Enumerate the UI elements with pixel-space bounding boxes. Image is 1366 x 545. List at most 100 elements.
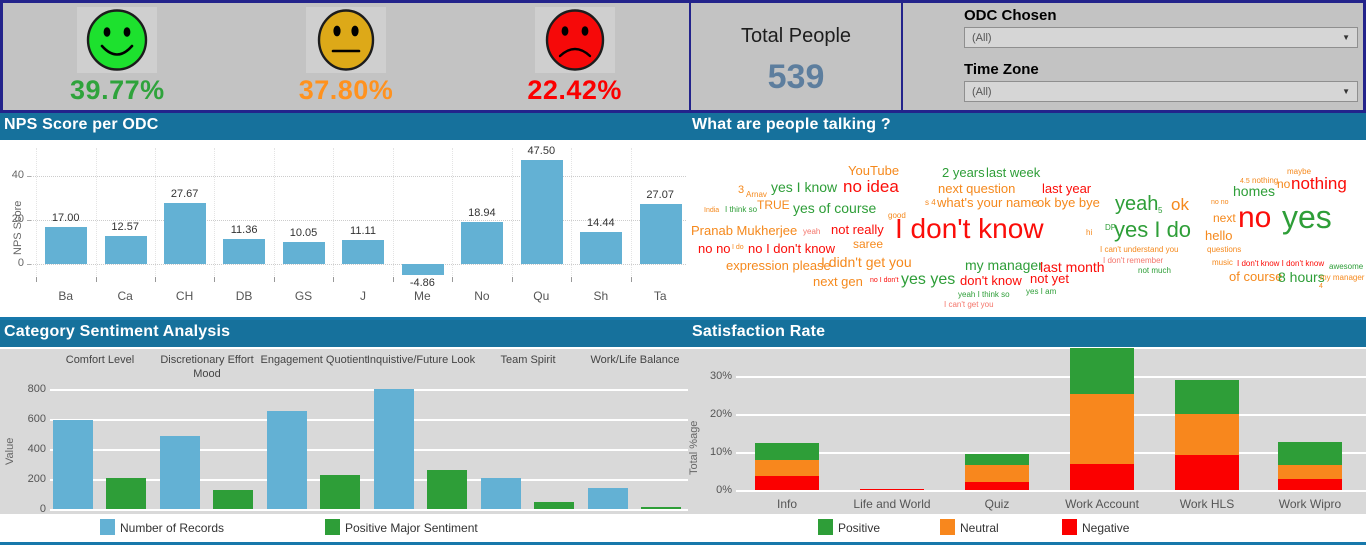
records-bar-3[interactable]: [267, 410, 307, 510]
legend-swatch[interactable]: [818, 519, 833, 535]
word-cloud: YouTube 2 years last week next question last…: [688, 140, 1366, 317]
nps-bar-DB[interactable]: [223, 239, 266, 264]
nps-bar-CH[interactable]: [163, 203, 206, 264]
nps-bar-Ca[interactable]: [104, 236, 147, 264]
positive-sentiment-bar-3[interactable]: [320, 475, 360, 510]
gridline-horizontal: [736, 490, 1366, 492]
positive-sentiment-bar-5[interactable]: [534, 501, 574, 509]
negative-segment-4[interactable]: [1070, 464, 1134, 490]
nps-bar-GS[interactable]: [282, 241, 325, 264]
bar-value-label: 10.05: [289, 226, 318, 239]
category-panel-title: Category Sentiment Analysis: [0, 320, 688, 347]
gridline-horizontal: [50, 509, 688, 511]
odc-chosen-dropdown[interactable]: (All) ▼: [964, 27, 1358, 48]
legend-swatch[interactable]: [325, 519, 340, 535]
positive-segment-1[interactable]: [755, 443, 819, 461]
nps-bar-J[interactable]: [342, 239, 385, 264]
odc-chosen-value: (All): [972, 31, 992, 44]
cloud-word: yes: [1282, 199, 1332, 235]
cloud-word: yes I do: [1114, 217, 1192, 242]
neutral-segment-6[interactable]: [1278, 464, 1342, 479]
negative-segment-6[interactable]: [1278, 478, 1342, 490]
negative-sentiment-kpi: 22.42%: [485, 7, 665, 106]
cloud-word: India: [704, 207, 720, 214]
legend-label[interactable]: Negative: [1082, 521, 1130, 535]
bar-value-label: 14.44: [587, 217, 615, 230]
nps-bar-Ba[interactable]: [45, 226, 87, 264]
legend-label[interactable]: Number of Records: [120, 521, 225, 535]
legend-swatch[interactable]: [1062, 519, 1077, 535]
y-tick-label: 400: [27, 443, 46, 455]
records-bar-4[interactable]: [374, 389, 414, 509]
chevron-down-icon: ▼: [1342, 33, 1350, 42]
cloud-word: good: [888, 211, 906, 220]
positive-sentiment-bar-2[interactable]: [213, 490, 253, 510]
x-tick-mark: [511, 277, 513, 282]
negative-segment-2[interactable]: [860, 488, 924, 490]
positive-percentage: 39.77%: [70, 75, 165, 105]
cloud-word: yeah: [1115, 193, 1159, 215]
negative-segment-3[interactable]: [965, 482, 1029, 490]
x-tick-label: Quiz: [984, 497, 1010, 511]
y-tick-label: 10%: [709, 446, 732, 458]
legend-label[interactable]: Neutral: [960, 521, 999, 535]
cloud-word: of course: [1229, 269, 1283, 284]
negative-segment-5[interactable]: [1175, 454, 1239, 490]
cloud-word: yes I know: [771, 179, 838, 195]
nps-score-panel: NPS Score per ODC 0 20 40 NPS Score 17.00 Ba 1…: [0, 113, 691, 320]
cloud-word: ok bye bye: [1037, 195, 1100, 210]
nps-bar-No[interactable]: [461, 222, 504, 264]
cloud-word: maybe: [1287, 167, 1312, 176]
cloud-word: 4.5: [1240, 178, 1250, 185]
records-bar-2[interactable]: [160, 435, 200, 509]
neutral-segment-1[interactable]: [755, 460, 819, 476]
x-tick-mark: [333, 277, 335, 282]
neutral-segment-5[interactable]: [1175, 414, 1239, 455]
x-tick-mark: [36, 277, 37, 282]
nps-panel-title: NPS Score per ODC: [0, 113, 688, 140]
x-tick-label: Me: [414, 289, 431, 303]
negative-segment-1[interactable]: [755, 475, 819, 490]
odc-chosen-label: ODC Chosen: [964, 7, 1057, 24]
records-bar-5[interactable]: [481, 478, 521, 510]
positive-segment-6[interactable]: [1278, 442, 1342, 465]
gridline-vertical: [273, 148, 275, 278]
positive-sentiment-bar-1[interactable]: [106, 477, 146, 509]
happy-face-icon: [77, 7, 158, 73]
bar-value-label: 47.50: [527, 144, 556, 157]
cloud-word: no I don't: [870, 277, 899, 284]
cloud-word: no I don't know: [748, 241, 836, 256]
cloud-word: my manager: [965, 257, 1043, 273]
legend-label[interactable]: Positive Major Sentiment: [345, 521, 478, 535]
positive-segment-4[interactable]: [1070, 347, 1134, 394]
legend-label[interactable]: Positive: [838, 521, 881, 535]
category-sentiment-panel: Category Sentiment Analysis 0 200 400 600 80…: [0, 320, 688, 545]
y-tick-label: 200: [27, 473, 46, 485]
neutral-percentage: 37.80%: [298, 75, 394, 105]
y-axis-title: Total %age: [688, 420, 700, 475]
cloud-word: questions: [1207, 245, 1242, 254]
legend-swatch[interactable]: [940, 519, 955, 535]
time-zone-dropdown[interactable]: (All) ▼: [964, 81, 1358, 102]
nps-bar-Qu[interactable]: [520, 159, 563, 264]
positive-sentiment-bar-6[interactable]: [641, 506, 681, 510]
gridline-vertical: [511, 148, 513, 278]
neutral-segment-3[interactable]: [965, 465, 1029, 483]
records-bar-1[interactable]: [53, 419, 93, 510]
positive-sentiment-bar-4[interactable]: [427, 470, 467, 509]
gridline-vertical: [36, 148, 37, 278]
word-cloud-panel: What are people talking ? YouTube 2 years…: [688, 113, 1366, 320]
cloud-word: ok: [1171, 195, 1189, 214]
nps-bar-Ta[interactable]: [639, 204, 682, 264]
records-bar-6[interactable]: [588, 488, 628, 509]
nps-bar-Me[interactable]: [401, 264, 444, 275]
legend-swatch[interactable]: [100, 519, 115, 535]
neutral-segment-4[interactable]: [1070, 393, 1134, 465]
y-tick-label: 0: [39, 503, 46, 515]
positive-segment-3[interactable]: [965, 453, 1029, 466]
gridline-vertical: [95, 148, 97, 278]
nps-bar-Sh[interactable]: [580, 232, 623, 264]
x-tick-label: CH: [175, 289, 194, 303]
positive-segment-5[interactable]: [1175, 379, 1239, 414]
y-tick-label: 0%: [716, 484, 732, 496]
